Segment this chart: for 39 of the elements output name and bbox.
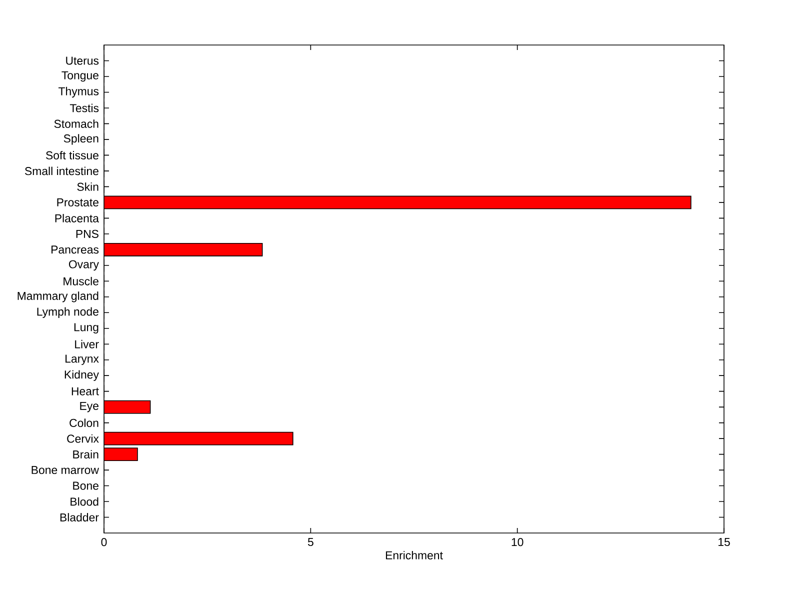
y-tick-label: Ovary [68, 260, 99, 271]
x-tick-label: 10 [512, 538, 524, 546]
y-tick-label: Larynx [66, 354, 99, 365]
y-tick-label: Bladder [60, 513, 99, 522]
y-tick-label: Bone [73, 482, 98, 490]
y-tick-label: Lymph node [37, 307, 98, 318]
y-tick-label: Small intestine [24, 166, 98, 176]
x-tick-label: 0 [101, 538, 107, 546]
y-tick-label: Soft tissue [46, 150, 98, 160]
y-tick-label: Prostate [57, 198, 98, 206]
bar [104, 196, 692, 210]
y-tick-label: Brain [73, 450, 98, 458]
y-tick-label: Heart [72, 387, 99, 396]
y-tick-label: Tongue [62, 71, 98, 82]
bar [104, 400, 151, 414]
bar [104, 432, 294, 446]
y-tick-label: Bone marrow [32, 466, 99, 474]
y-tick-label: Spleen [64, 134, 98, 145]
y-tick-label: Cervix [67, 434, 99, 443]
y-tick-label: Placenta [55, 214, 99, 222]
y-tick-label: Uterus [66, 56, 99, 65]
y-tick-label: Eye [80, 402, 98, 412]
y-tick-label: Thymus [58, 86, 99, 98]
y-tick-label: Liver [75, 340, 99, 348]
x-tick-label: 15 [718, 538, 730, 546]
y-tick-label: Lung [74, 323, 98, 334]
y-tick-label: Skin [77, 182, 98, 191]
bar [104, 242, 263, 256]
y-tick-label: Pancreas [52, 246, 99, 254]
x-tick-label: 5 [308, 538, 314, 546]
y-tick-label: Testis [70, 104, 99, 112]
y-tick-label: Mammary gland [18, 292, 98, 302]
y-tick-label: Muscle [64, 276, 98, 286]
y-tick-label: Blood [70, 497, 98, 506]
y-tick-label: PNS [76, 230, 98, 238]
y-tick-label: Colon [70, 418, 98, 428]
y-tick-label: Kidney [64, 370, 99, 381]
x-axis-title: Enrichment [386, 550, 443, 560]
y-tick-label: Stomach [54, 120, 98, 128]
